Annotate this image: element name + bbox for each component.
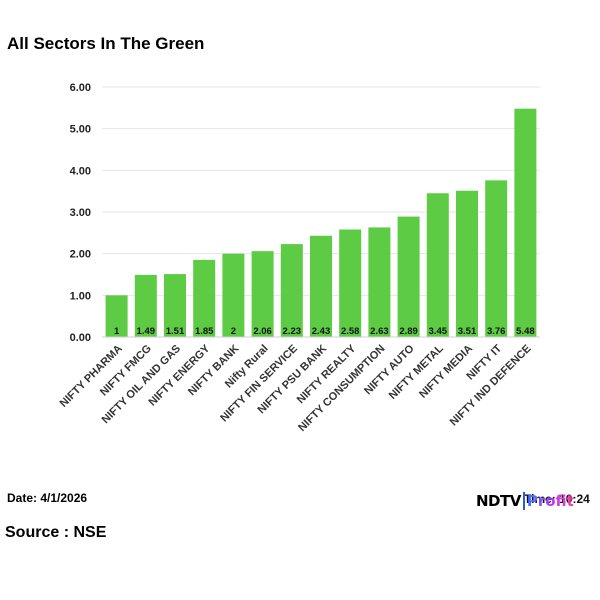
logo-profit-text: Profit bbox=[526, 492, 574, 510]
date-label: Date: 4/1/2026 bbox=[7, 491, 88, 505]
bar bbox=[222, 253, 245, 337]
data-label: 3.76 bbox=[487, 326, 506, 337]
y-tick-label: 5.00 bbox=[70, 124, 91, 136]
ndtv-profit-logo: NDTV Profit bbox=[476, 490, 574, 512]
y-tick-label: 4.00 bbox=[70, 165, 91, 177]
y-tick-label: 6.00 bbox=[70, 82, 91, 94]
bar bbox=[339, 229, 362, 337]
bar bbox=[485, 180, 508, 337]
data-label: 5.48 bbox=[516, 326, 535, 337]
bar bbox=[105, 295, 128, 337]
y-tick-label: 0.00 bbox=[70, 332, 91, 344]
data-label: 1 bbox=[114, 326, 120, 337]
data-label: 3.45 bbox=[429, 326, 448, 337]
chart-title: All Sectors In The Green bbox=[7, 34, 205, 53]
logo-divider bbox=[522, 492, 525, 510]
source-label: Source : NSE bbox=[5, 524, 107, 541]
data-label: 1.85 bbox=[195, 326, 214, 337]
bar bbox=[251, 251, 274, 337]
data-label: 1.49 bbox=[137, 326, 156, 337]
bar bbox=[193, 259, 216, 337]
logo-ndtv-text: NDTV bbox=[476, 492, 521, 510]
bar bbox=[426, 193, 449, 337]
bar bbox=[514, 108, 537, 338]
bar bbox=[164, 274, 186, 337]
data-label: 2.23 bbox=[283, 326, 302, 337]
data-label: 3.51 bbox=[458, 326, 477, 337]
time-label: Time: 10:24 bbox=[524, 492, 590, 506]
data-label: 2.89 bbox=[399, 326, 418, 337]
data-label: 2.58 bbox=[341, 326, 360, 337]
y-tick-label: 3.00 bbox=[70, 207, 91, 219]
data-label: 2.06 bbox=[253, 326, 272, 337]
data-label: 2 bbox=[231, 326, 236, 337]
bar bbox=[368, 227, 391, 337]
bar bbox=[310, 235, 332, 337]
bar bbox=[134, 274, 157, 337]
data-label: 1.51 bbox=[166, 326, 185, 337]
y-tick-label: 2.00 bbox=[70, 249, 91, 261]
bar bbox=[456, 190, 478, 337]
data-label: 2.63 bbox=[370, 326, 389, 337]
y-tick-label: 1.00 bbox=[70, 290, 91, 302]
data-label: 2.43 bbox=[312, 326, 331, 337]
bar bbox=[397, 216, 420, 337]
bar bbox=[280, 244, 303, 337]
